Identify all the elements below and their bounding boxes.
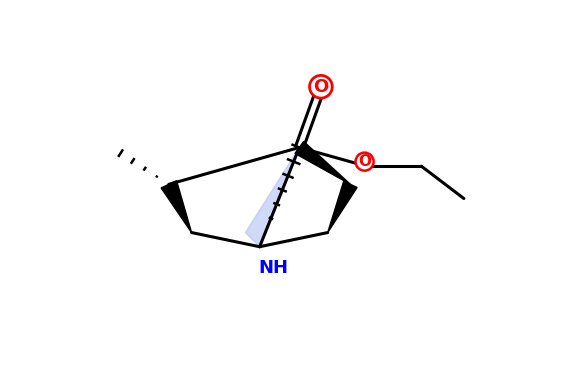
Polygon shape xyxy=(328,181,357,233)
Polygon shape xyxy=(245,147,300,247)
Text: O: O xyxy=(313,78,328,96)
Polygon shape xyxy=(295,141,350,184)
Polygon shape xyxy=(161,181,192,233)
Text: O: O xyxy=(358,154,371,169)
Text: NH: NH xyxy=(259,259,289,277)
